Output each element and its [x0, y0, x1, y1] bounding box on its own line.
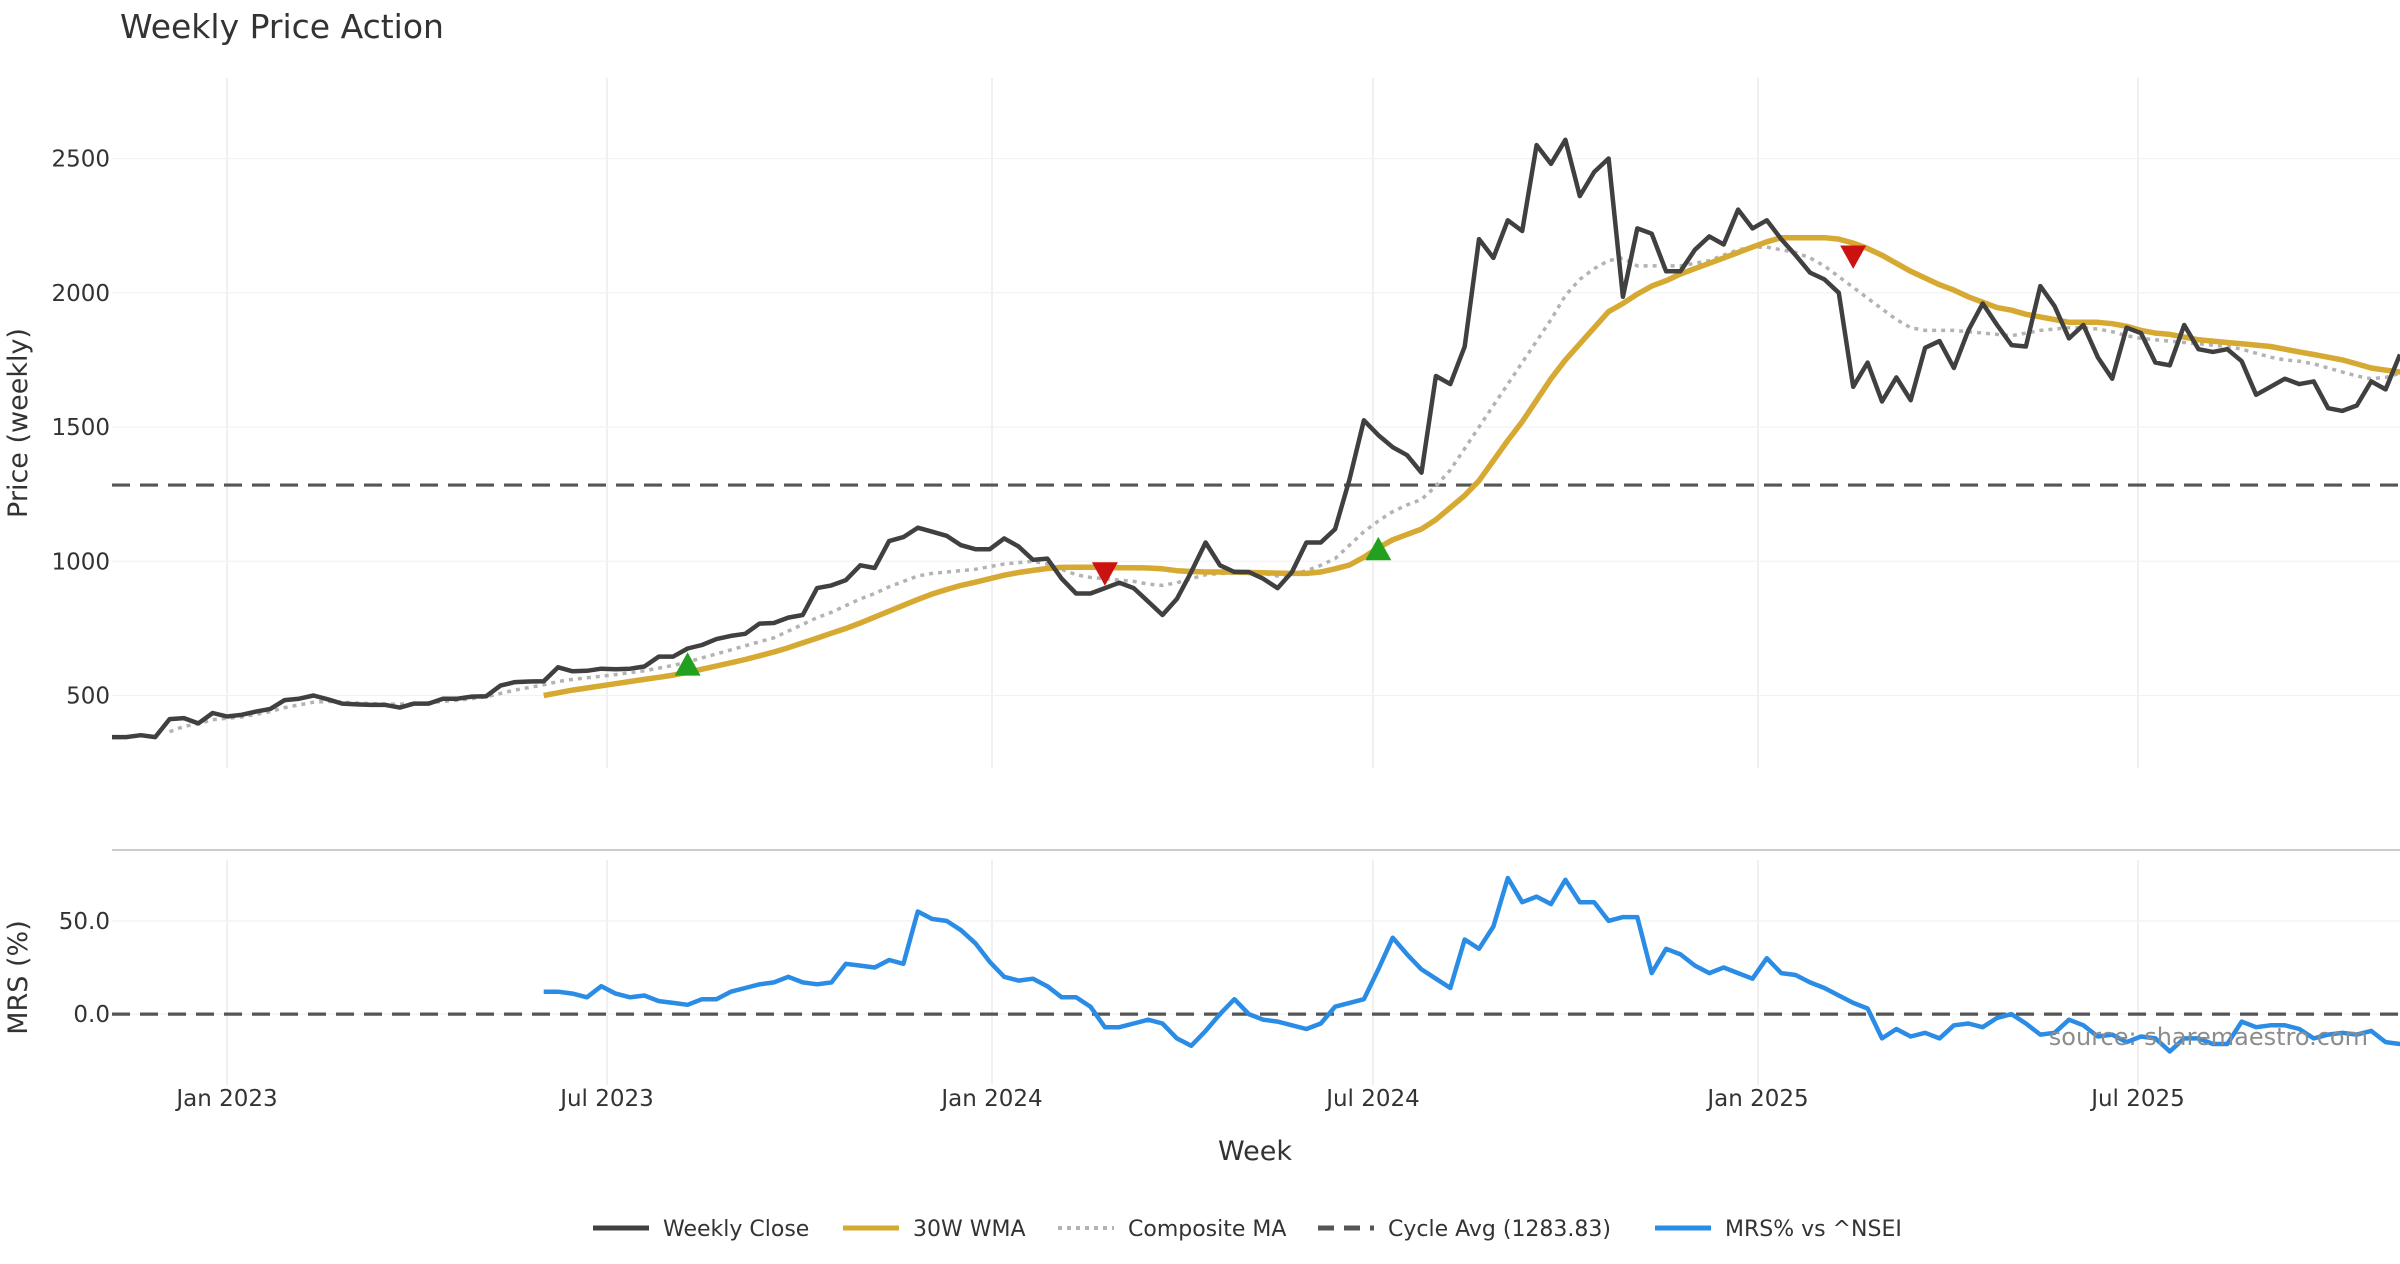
price-30w-wma-line: [543, 234, 2400, 699]
legend-label: Composite MA: [1128, 1217, 1286, 1242]
x-tick-label: Jan 2024: [939, 1086, 1042, 1112]
x-tick-label: Jul 2024: [1324, 1086, 1420, 1112]
source-watermark: source: sharemaestro.com: [2049, 1023, 2368, 1051]
x-axis-label: Week: [1218, 1136, 1292, 1167]
legend-label: 30W WMA: [913, 1217, 1026, 1242]
price-y-tick-label: 1500: [51, 415, 110, 441]
price-y-tick-label: 2000: [51, 281, 110, 307]
legend-label: Weekly Close: [663, 1217, 809, 1242]
series-layer: [112, 137, 2400, 1054]
mrs-y-tick-label: 0.0: [73, 1002, 110, 1028]
price-weekly-close-line: [112, 137, 2400, 740]
x-tick-label: Jan 2025: [1705, 1086, 1808, 1112]
buy-signal-marker: [674, 652, 701, 676]
buy-signal-marker: [1365, 536, 1392, 561]
sell-signal-marker: [1091, 562, 1118, 586]
legend-label: MRS% vs ^NSEI: [1725, 1217, 1902, 1242]
reference-lines: [112, 483, 2400, 1016]
signal-markers: [674, 245, 1867, 676]
chart-title: Weekly Price Action: [120, 7, 444, 46]
legend: Weekly Close 30W WMA Composite MA Cycle Avg…: [593, 1217, 1902, 1242]
sell-signal-marker: [1840, 245, 1867, 269]
price-y-tick-label: 1000: [51, 549, 110, 575]
price-y-tick-label: 2500: [51, 147, 110, 173]
x-tick-label: Jul 2025: [2089, 1086, 2185, 1112]
mrs-mrs-vs-nsei-line: [543, 875, 2400, 1054]
price-y-axis-label: Price (weekly): [3, 328, 34, 518]
grid-layer: [112, 78, 2400, 1085]
x-tick-label: Jul 2023: [558, 1086, 654, 1112]
axis-layer: 500 1000 1500 2000 2500 0.0 50.0 Jan 2023 Jul 20…: [3, 147, 2185, 1112]
x-tick-label: Jan 2023: [174, 1086, 277, 1112]
mrs-y-tick-label: 50.0: [59, 909, 110, 935]
mrs-y-axis-label: MRS (%): [3, 920, 34, 1035]
legend-label: Cycle Avg (1283.83): [1388, 1217, 1611, 1242]
price-y-tick-label: 500: [66, 684, 110, 710]
